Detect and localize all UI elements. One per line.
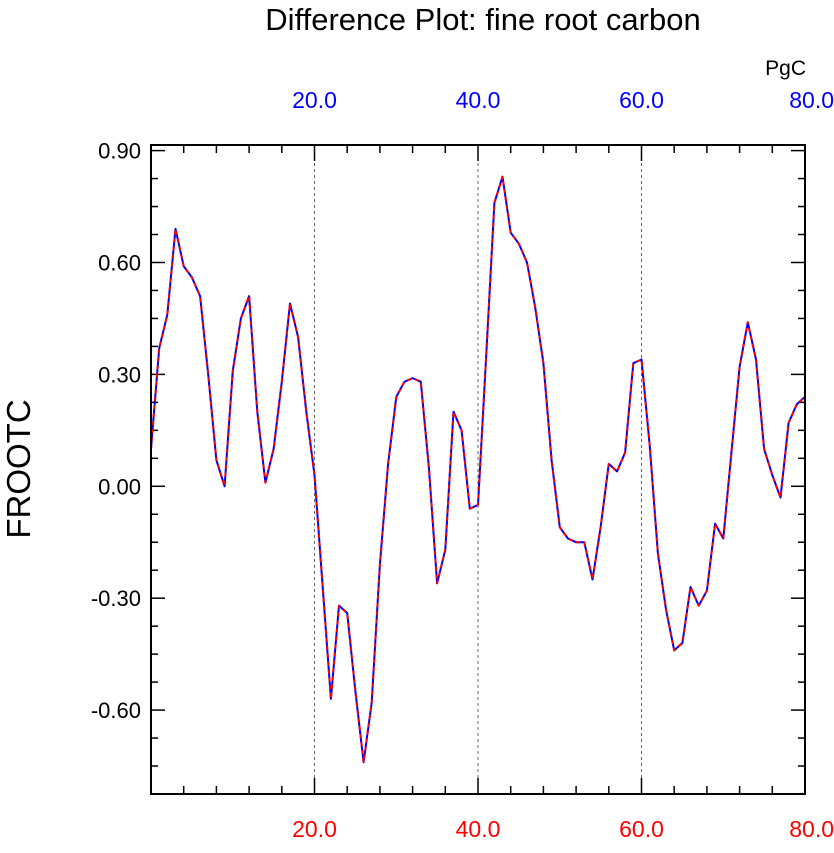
y-tick-label: -0.30 [91,586,141,611]
x-tick-label-top: 60.0 [619,87,664,113]
x-tick-label-bottom: 20.0 [292,816,337,842]
axis-ticks [151,145,805,795]
x-tick-label-top: 20.0 [292,87,337,113]
y-tick-label: -0.60 [91,698,141,723]
tick-labels: 0.90 0.60 0.30 0.00 -0.30 -0.60 20.0 20.0 40.0 40… [91,87,834,842]
y-tick-label: 0.90 [98,139,141,164]
data-lines [150,175,806,764]
plot-frame [150,144,806,795]
grid-lines [314,145,642,794]
chart-title: Difference Plot: fine root carbon [265,2,700,37]
x-tick-label-bottom: 60.0 [619,816,664,842]
x-tick-label-bottom: 80.0 [789,816,834,842]
x-tick-label-bottom: 40.0 [456,816,501,842]
y-tick-label: 0.30 [98,362,141,387]
x-tick-label-top: 40.0 [456,87,501,113]
units-label: PgC [765,57,806,80]
x-tick-label-top: 80.0 [789,87,834,113]
y-tick-label: 0.00 [98,474,141,499]
y-tick-label: 0.60 [98,250,141,275]
series-line-red-dashed [150,175,806,764]
y-axis-label: FROOTC [0,399,37,538]
